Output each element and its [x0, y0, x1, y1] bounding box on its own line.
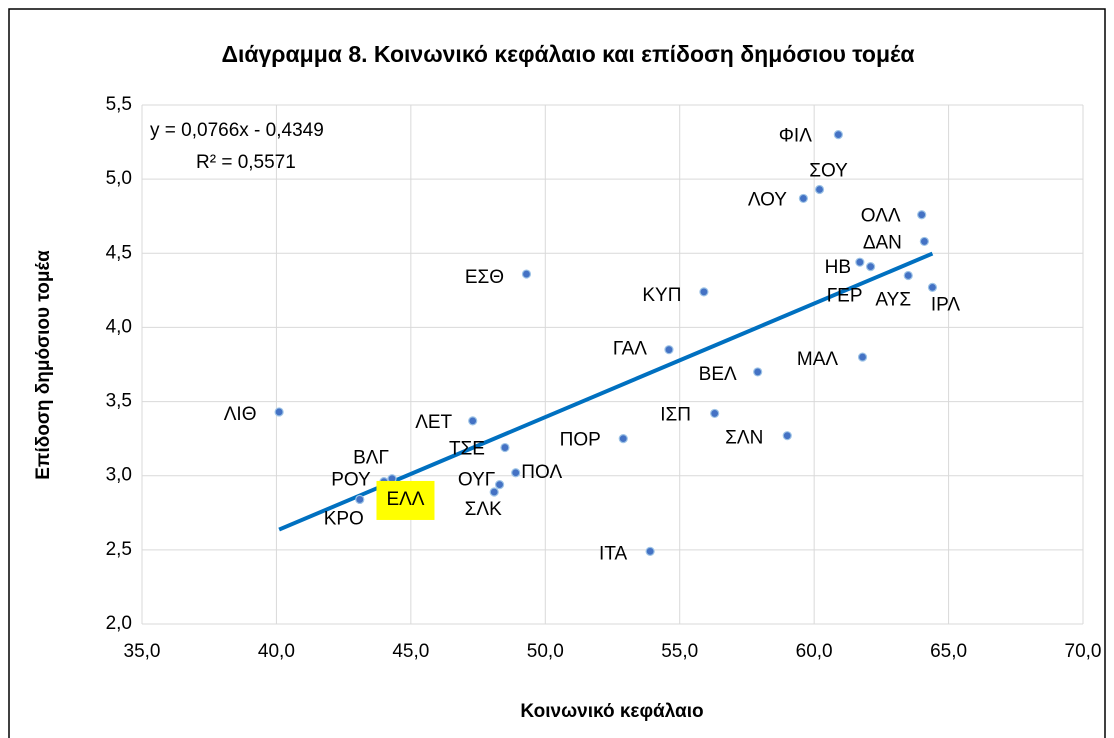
trend-r2: R² = 0,5571 [196, 152, 296, 173]
point [664, 345, 674, 355]
point [468, 416, 478, 426]
x-tick-label: 40,0 [258, 641, 295, 662]
point-label: ΙΣΠ [660, 404, 691, 425]
point-label: ΕΛΛ [386, 489, 424, 510]
trend-equation: y = 0,0766x - 0,4349 [150, 120, 324, 141]
y-axis-label: Επίδοση δημόσιου τομέα [33, 250, 54, 480]
y-tick-label: 3,0 [106, 465, 132, 486]
y-tick-label: 5,5 [106, 94, 132, 115]
x-tick-label: 60,0 [796, 641, 833, 662]
point-label: ΠΟΡ [560, 430, 601, 451]
x-tick-label: 65,0 [930, 641, 967, 662]
point-label: ΣΛΝ [725, 428, 763, 449]
point-label: ΕΣΘ [465, 267, 504, 288]
x-tick-label: 70,0 [1065, 641, 1102, 662]
point-label: ΡΟΥ [331, 470, 371, 491]
point-label: ΣΟΥ [809, 161, 848, 182]
x-tick-label: 35,0 [124, 641, 161, 662]
chart-frame [8, 8, 1106, 738]
y-tick-label: 4,0 [106, 316, 132, 337]
point [699, 287, 709, 297]
point [833, 130, 843, 140]
y-tick-label: 5,0 [106, 168, 132, 189]
point-label: ΠΟΛ [521, 462, 562, 483]
y-tick-label: 2,5 [106, 539, 132, 560]
grid [141, 104, 1084, 625]
point-label: ΟΛΛ [861, 206, 901, 227]
point-label: ΔΑΝ [863, 232, 902, 253]
point [753, 367, 763, 377]
point [917, 210, 927, 220]
point-label: ΚΥΠ [642, 285, 681, 306]
point-label: ΒΕΛ [699, 364, 737, 385]
x-axis-label: Κοινωνικό κεφάλαιο [520, 701, 703, 722]
point-label: ΛΟΥ [748, 189, 787, 210]
chart-title: Διάγραμμα 8. Κοινωνικό κεφάλαιο και επίδ… [221, 41, 914, 67]
x-tick-label: 50,0 [527, 641, 564, 662]
point-label: ΓΕΡ [827, 286, 863, 307]
point-label: ΙΡΛ [931, 294, 961, 315]
point [927, 282, 938, 292]
marks: ΦΙΛ ΣΟΥ ΛΟΥ ΟΛΛ ΔΑΝ ΗΒ ΓΕΡ ΑΥΣ ΙΡΛ ΕΣΘ ΚΥΠ ΓΑΛ ΜΑΛ ΒΕ… [224, 126, 961, 565]
x-tick-label: 55,0 [661, 641, 698, 662]
point-label: ΜΑΛ [797, 349, 839, 370]
point [274, 407, 284, 417]
point-label: ΤΣΕ [449, 439, 485, 460]
point [798, 193, 808, 204]
point-label: ΑΥΣ [875, 290, 911, 311]
point [857, 352, 868, 362]
point-label: ΛΕΤ [415, 412, 452, 433]
y-tick-label: 2,0 [106, 613, 132, 634]
point [855, 257, 865, 267]
highlight-box [376, 480, 435, 520]
point [866, 262, 876, 272]
point-label: ΒΛΓ [353, 448, 389, 469]
y-tick-label: 3,5 [106, 391, 132, 412]
point [511, 468, 521, 478]
point-label: ΓΑΛ [613, 339, 647, 360]
point-label: ΗΒ [825, 257, 851, 278]
point [489, 487, 499, 497]
point [645, 546, 655, 556]
point [814, 184, 825, 195]
point-label: ΛΙΘ [224, 404, 257, 425]
point-label: ΙΤΑ [599, 543, 627, 564]
point [903, 270, 913, 281]
point [710, 408, 720, 419]
point [500, 442, 510, 453]
point-label: ΦΙΛ [779, 126, 812, 147]
point-label: ΣΛΚ [465, 499, 502, 520]
y-tick-label: 4,5 [106, 242, 132, 263]
point [782, 431, 792, 441]
point [618, 434, 628, 444]
point-label: ΟΥΓ [458, 470, 495, 491]
point [494, 480, 505, 490]
point-label: ΚΡΟ [324, 508, 364, 529]
x-tick-label: 45,0 [392, 641, 429, 662]
point [355, 494, 365, 505]
point [919, 236, 929, 247]
point [521, 269, 532, 279]
